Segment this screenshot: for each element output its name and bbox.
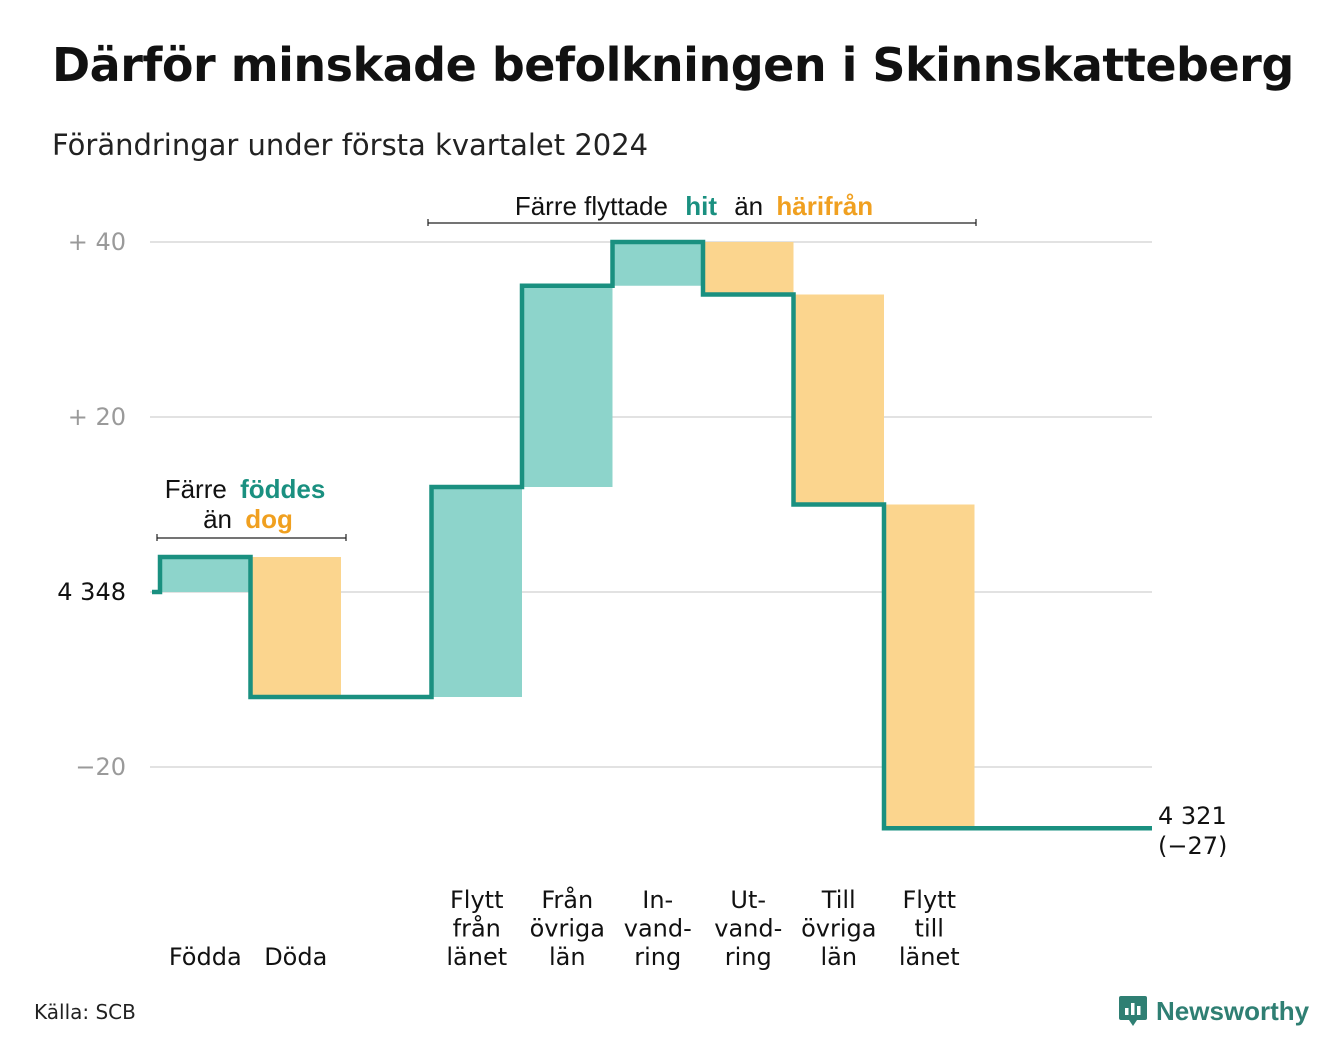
y-tick-label: + 40 — [68, 228, 126, 256]
births-annotation-pre: Färre — [165, 474, 227, 504]
category-labels: Födda DödaFlyttfrånlänetFrånövrigalänIn-v… — [169, 885, 960, 971]
births-annotation-highlight2: dog — [245, 504, 293, 534]
step-line-path — [152, 239, 1152, 831]
svg-text:Färre flyttade hit: Färre flyttade hit än härifrån — [515, 191, 873, 221]
bars — [160, 242, 975, 829]
category-label: vand- — [714, 915, 782, 943]
end-change-label: (−27) — [1158, 832, 1227, 860]
moves-annotation-pre: Färre flyttade — [515, 191, 668, 221]
category-label: övriga — [801, 915, 876, 943]
bar-increase — [522, 285, 613, 487]
category-label: länet — [899, 943, 960, 971]
moves-annotation: Färre flyttade hit än härifrån — [427, 191, 977, 226]
category-label: till — [915, 915, 944, 943]
chart-title: Därför minskade befolkningen i Skinnskat… — [52, 38, 1294, 92]
category-label: övriga — [530, 915, 605, 943]
births-annotation: Färre föddes än dog — [156, 474, 347, 541]
y-tick-label: −20 — [75, 753, 126, 781]
bar-increase — [612, 242, 703, 286]
category-label: ring — [725, 943, 772, 971]
newsworthy-logo-icon — [1119, 996, 1147, 1026]
births-annotation-bracket — [156, 534, 347, 541]
y-tick-label: + 20 — [68, 403, 126, 431]
births-annotation-mid: än — [203, 504, 232, 534]
bar-decrease — [250, 557, 341, 697]
moves-annotation-highlight2: härifrån — [776, 191, 873, 221]
step-line — [152, 239, 1152, 831]
bar-decrease — [703, 242, 794, 295]
bar-increase — [160, 557, 251, 592]
category-label: län — [820, 943, 857, 971]
svg-text:Färre föddes: Färre föddes — [165, 474, 326, 504]
brand-name: Newsworthy — [1156, 995, 1310, 1026]
end-value-label: 4 321 — [1158, 802, 1227, 830]
category-label: Flytt — [450, 886, 504, 914]
category-label: Födda — [169, 943, 242, 971]
brand-logo: Newsworthy — [1118, 994, 1309, 1028]
category-label: Till — [821, 886, 856, 914]
category-label: In- — [642, 886, 673, 914]
category-label: länet — [446, 943, 507, 971]
category-label: från — [453, 914, 501, 943]
source-note: Källa: SCB — [34, 1000, 136, 1024]
moves-annotation-highlight: hit — [685, 191, 717, 221]
bar-decrease — [884, 504, 975, 829]
category-label: vand- — [624, 915, 692, 943]
category-label: Flytt — [903, 886, 957, 914]
bar-increase — [431, 487, 522, 697]
category-label: Från — [541, 885, 593, 914]
y-tick-label: 4 348 — [57, 578, 126, 606]
births-annotation-highlight: föddes — [240, 474, 325, 504]
chart-subtitle: Förändringar under första kvartalet 2024 — [52, 128, 649, 162]
svg-text:än dog: än dog — [203, 504, 293, 534]
category-label: län — [549, 943, 586, 971]
category-label: Döda — [264, 943, 327, 971]
category-label: Ut- — [730, 886, 766, 914]
category-label: ring — [634, 943, 681, 971]
bar-decrease — [793, 294, 884, 505]
moves-annotation-mid: än — [734, 191, 763, 221]
y-tick-labels: + 40 + 20 4 348 −20 — [57, 228, 126, 781]
moves-annotation-bracket — [427, 219, 977, 226]
